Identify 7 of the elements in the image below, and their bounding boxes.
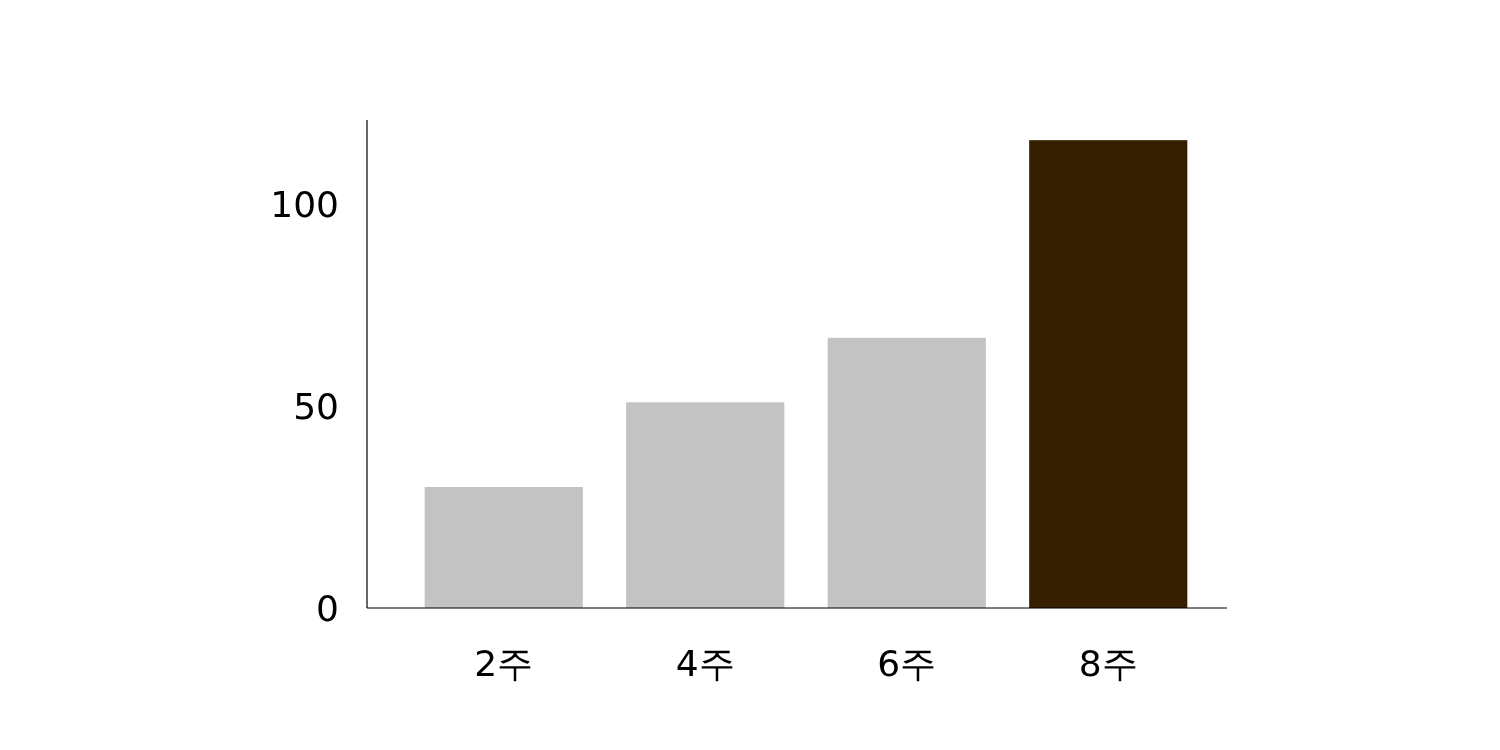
x-tick-label: 6주 <box>877 642 937 684</box>
x-tick-label: 8주 <box>1078 642 1138 684</box>
x-tick-label: 4주 <box>675 642 735 684</box>
y-tick-label: 50 <box>293 385 339 427</box>
y-tick-label: 0 <box>316 587 339 629</box>
y-tick-label: 100 <box>270 184 339 226</box>
x-tick-label: 2주 <box>474 642 534 684</box>
